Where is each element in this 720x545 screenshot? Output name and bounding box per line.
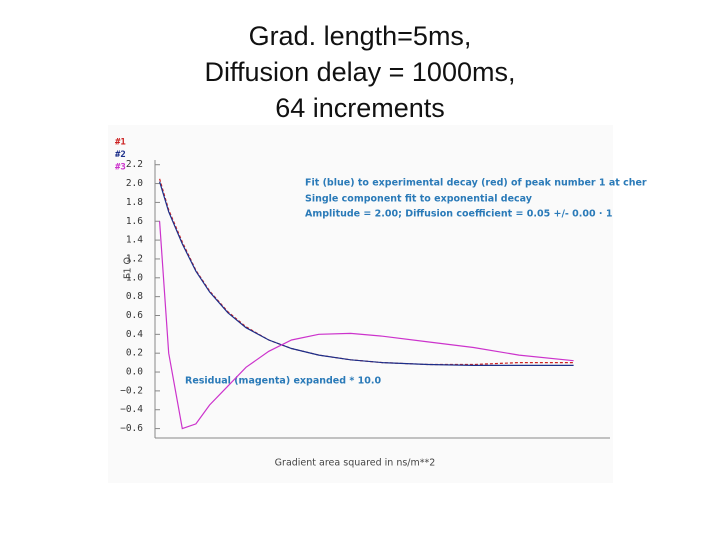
y-tick-label: 0.2 — [126, 348, 143, 359]
y-axis-label: F1 O — [123, 257, 134, 279]
series-line — [159, 221, 574, 430]
annotation: Single component fit to exponential deca… — [305, 194, 533, 205]
annotation: Residual (magenta) expanded * 10.0 — [185, 376, 381, 387]
y-tick-label: 1.0 — [126, 272, 143, 283]
series-line — [159, 181, 574, 366]
y-tick-label: 0.4 — [126, 329, 143, 340]
legend-entry: #1 — [115, 138, 126, 148]
legend-entry: #3 — [115, 163, 126, 173]
annotation: Fit (blue) to experimental decay (red) o… — [305, 178, 647, 189]
y-tick-label: 1.8 — [126, 197, 143, 208]
x-axis-label: Gradient area squared in ns/m**2 — [275, 458, 436, 469]
y-tick-label: 1.4 — [126, 235, 143, 246]
plot-background — [108, 125, 613, 483]
title-line: Grad. length=5ms, — [249, 21, 472, 51]
y-tick-label: 2.2 — [126, 159, 143, 170]
y-tick-label: −0.2 — [120, 385, 143, 396]
y-tick-label: 1.6 — [126, 216, 143, 227]
y-tick-label: −0.4 — [120, 404, 143, 415]
y-tick-label: 0.0 — [126, 367, 143, 378]
y-tick-label: 0.8 — [126, 291, 143, 302]
annotation: Amplitude = 2.00; Diffusion coefficient … — [305, 209, 612, 220]
y-tick-label: −0.6 — [120, 423, 143, 434]
legend-entry: #2 — [115, 150, 126, 160]
title-line: Diffusion delay = 1000ms, — [205, 57, 516, 87]
y-tick-label: 2.0 — [126, 178, 143, 189]
y-tick-label: 0.6 — [126, 310, 143, 321]
y-tick-label: 1.2 — [126, 253, 143, 264]
title-line: 64 increments — [275, 93, 445, 123]
